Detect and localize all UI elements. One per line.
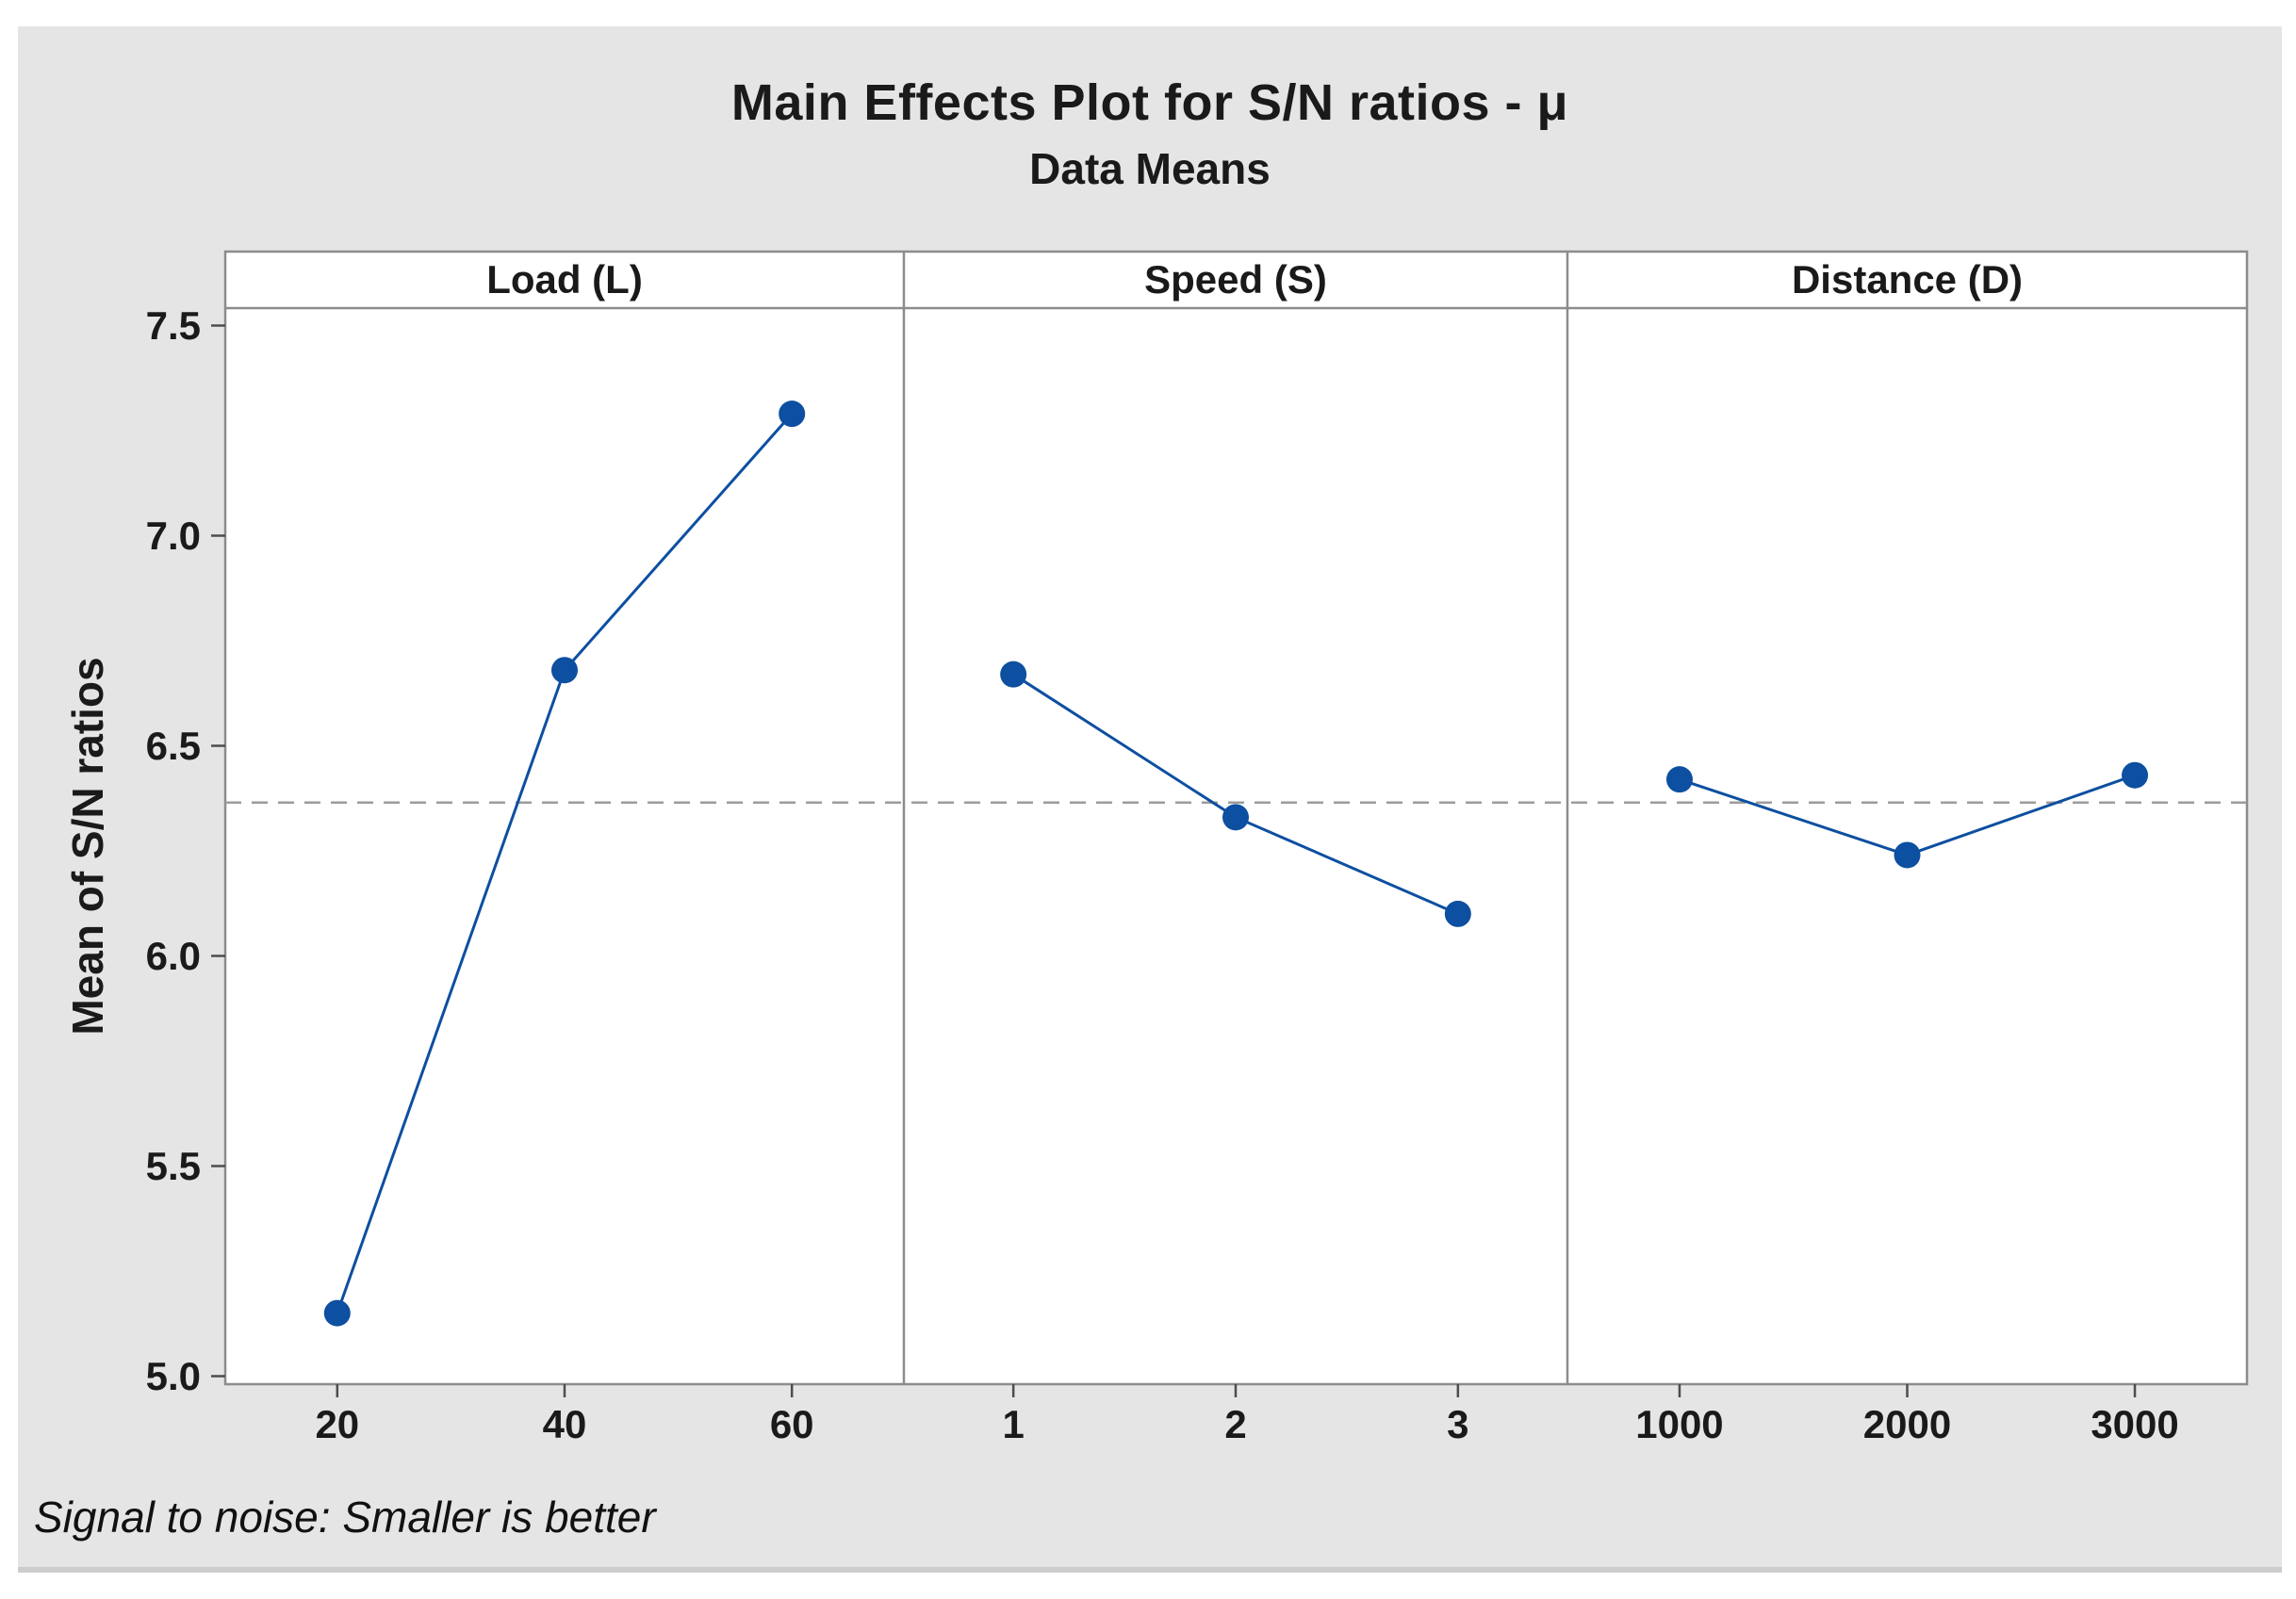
y-tick-label: 5.5 bbox=[145, 1143, 201, 1188]
data-point-marker bbox=[1894, 841, 1921, 869]
data-point-marker bbox=[551, 657, 578, 684]
x-tick-label: 3 bbox=[1447, 1402, 1469, 1446]
data-point-marker bbox=[1665, 766, 1693, 793]
panel-header: Speed (S) bbox=[1144, 257, 1327, 302]
y-tick-label: 5.0 bbox=[145, 1353, 201, 1398]
data-point-marker bbox=[323, 1299, 351, 1327]
footnote-text: Signal to noise: Smaller is better bbox=[34, 1493, 656, 1542]
y-tick-label: 7.0 bbox=[145, 513, 201, 558]
x-tick-label: 1 bbox=[1002, 1402, 1025, 1446]
x-tick-label: 1000 bbox=[1635, 1402, 1724, 1446]
chart-title: Main Effects Plot for S/N ratios - μ bbox=[730, 74, 1569, 131]
x-tick-label: 3000 bbox=[2091, 1402, 2179, 1446]
panel-header: Load (L) bbox=[486, 257, 643, 302]
y-tick-label: 6.5 bbox=[145, 723, 201, 768]
data-point-marker bbox=[1222, 804, 1249, 831]
y-tick-label: 6.0 bbox=[145, 933, 201, 978]
x-tick-label: 40 bbox=[542, 1402, 587, 1446]
x-tick-label: 2 bbox=[1224, 1402, 1247, 1446]
x-tick-label: 20 bbox=[315, 1402, 360, 1446]
data-point-marker bbox=[1444, 900, 1471, 927]
data-point-marker bbox=[2122, 761, 2149, 789]
x-tick-label: 2000 bbox=[1862, 1402, 1952, 1446]
chart-subtitle: Data Means bbox=[1029, 144, 1271, 193]
data-point-marker bbox=[1000, 661, 1027, 688]
y-tick-label: 7.5 bbox=[145, 302, 201, 348]
data-point-marker bbox=[779, 400, 806, 428]
panel-header: Distance (D) bbox=[1791, 257, 2024, 302]
x-tick-label: 60 bbox=[769, 1402, 814, 1446]
